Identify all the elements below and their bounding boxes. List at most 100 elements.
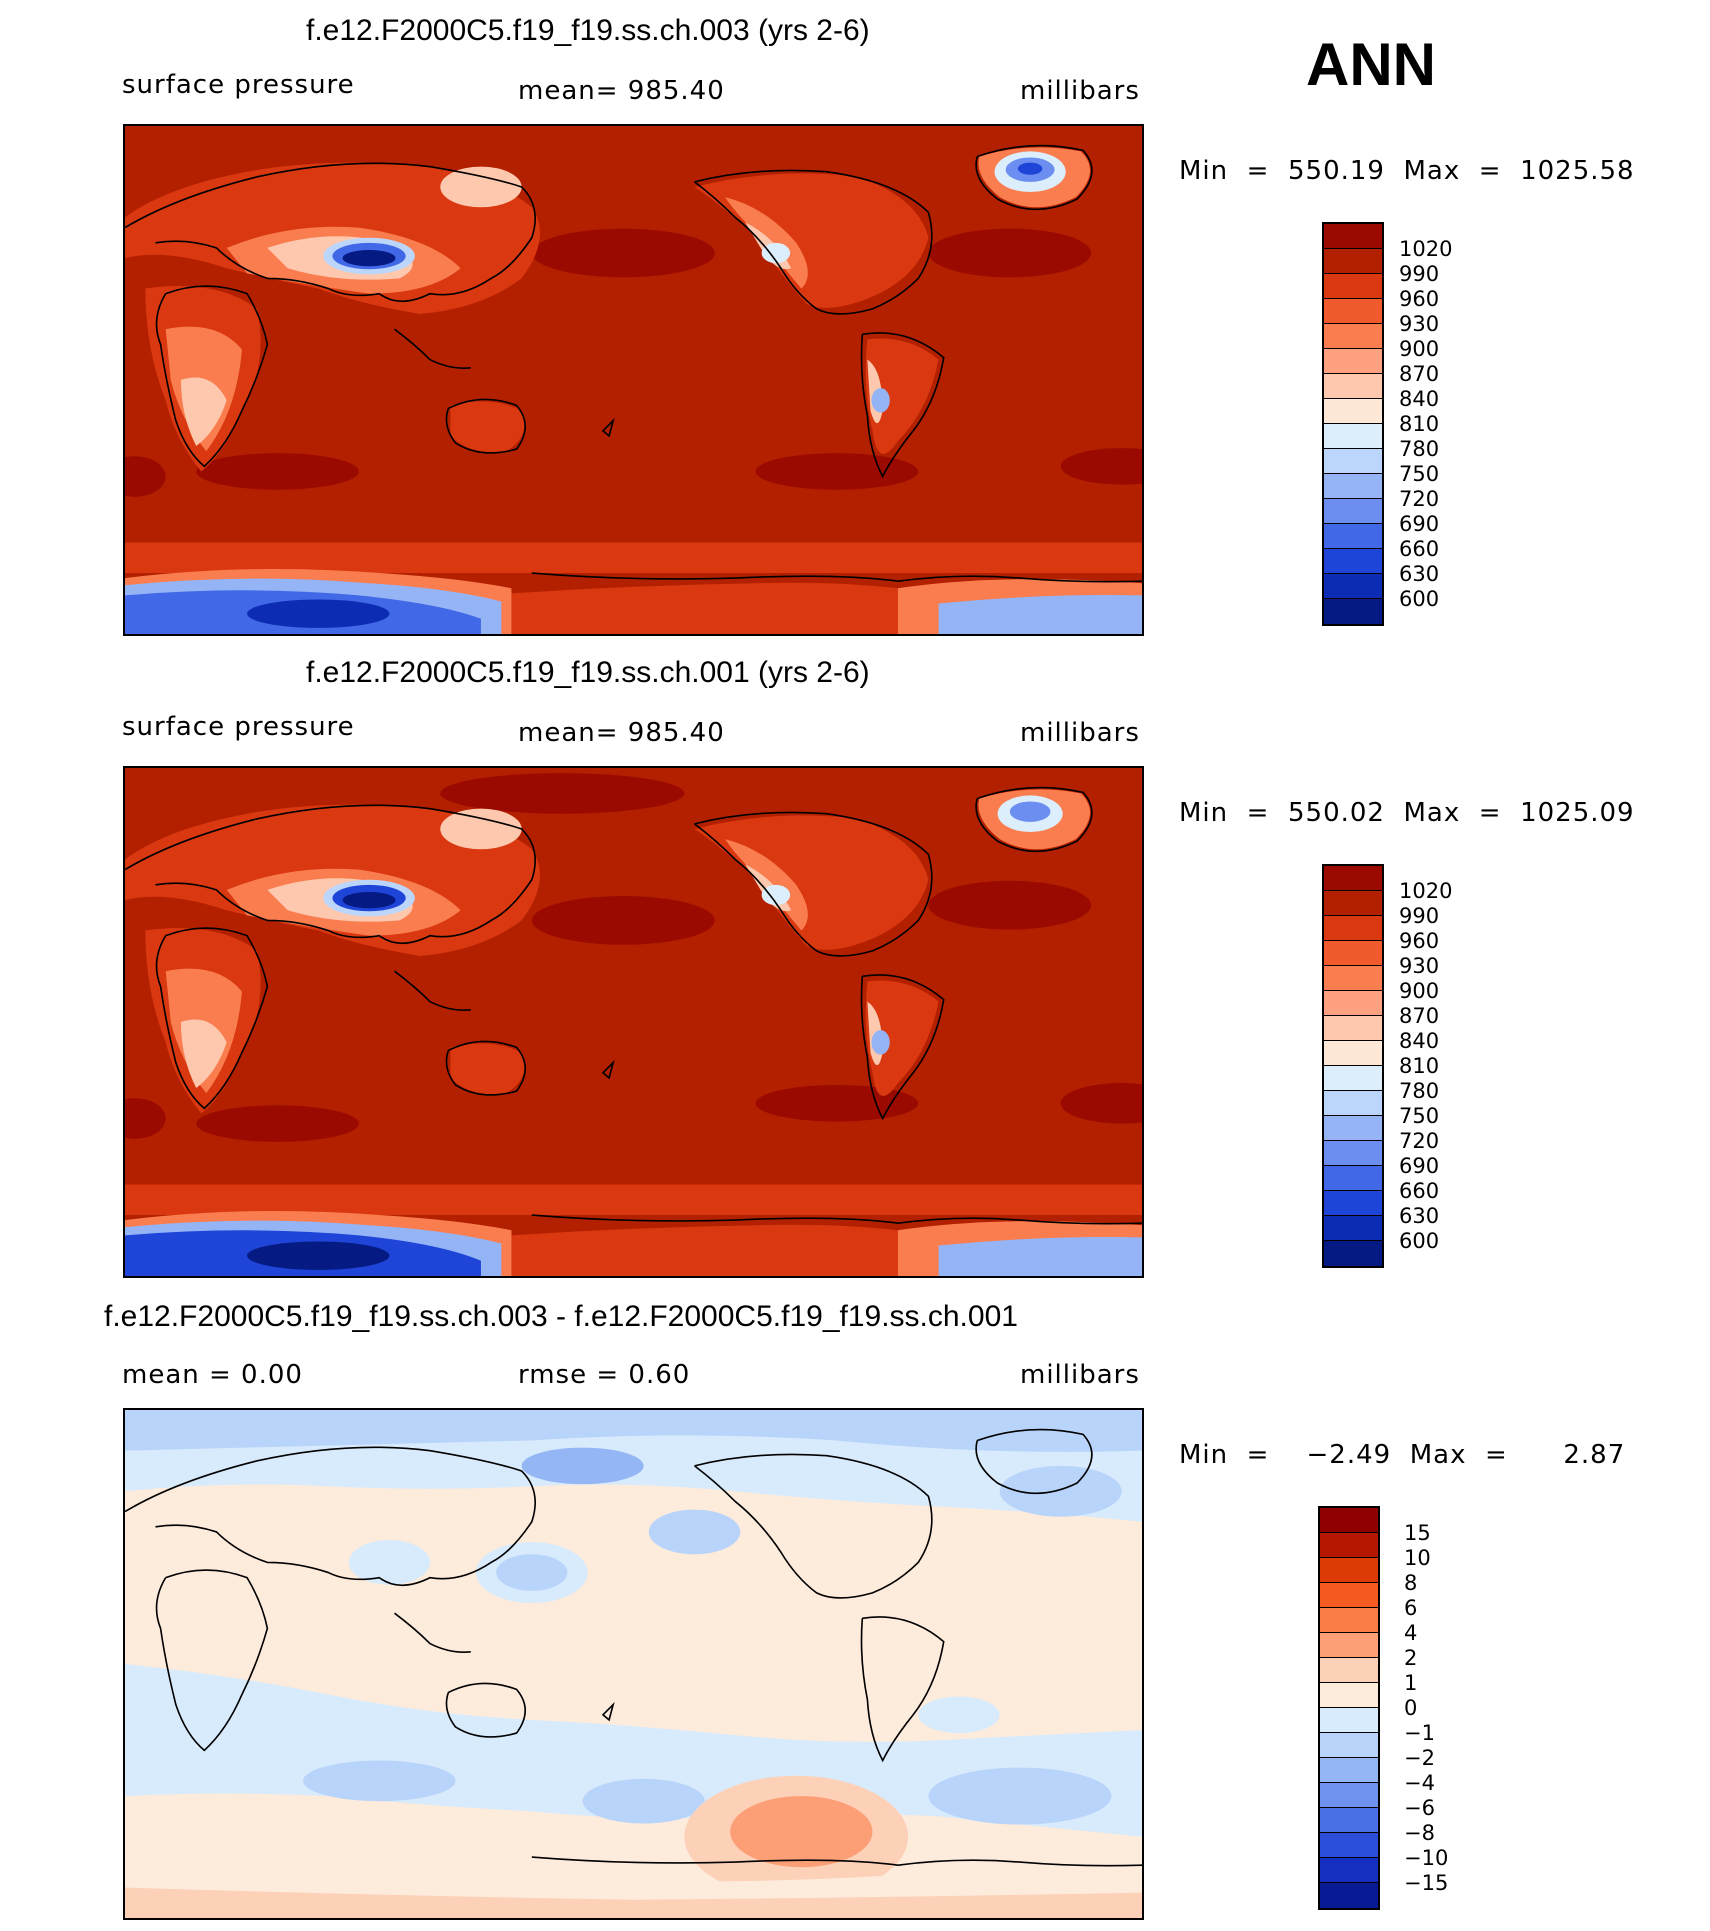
colorbar-swatch — [1320, 1808, 1378, 1833]
colorbar-swatch — [1324, 1141, 1382, 1166]
colorbar-tick-label: −2 — [1404, 1745, 1435, 1770]
colorbar-swatch — [1324, 941, 1382, 966]
high-north-pacific — [531, 228, 715, 278]
high-indian — [196, 453, 359, 490]
colorbar-swatch — [1320, 1858, 1378, 1883]
colorbar-tick-label: 1 — [1404, 1670, 1418, 1695]
panel-2-colorbar-labels: 1020 990 960 930 900 870 840 810 780 750 720 690 660… — [1399, 864, 1479, 1268]
high-south-atlantic — [1060, 448, 1142, 485]
colorbar-swatch — [1324, 374, 1382, 399]
colorbar-tick-label: −4 — [1404, 1770, 1435, 1795]
colorbar-swatch — [1324, 891, 1382, 916]
colorbar-swatch — [1324, 524, 1382, 549]
panel-1-title: f.e12.F2000C5.f19_f19.ss.ch.003 (yrs 2-6… — [306, 14, 870, 47]
coastlines — [125, 1428, 1142, 1867]
colorbar-tick-label: 6 — [1404, 1595, 1418, 1620]
panel-3-title: f.e12.F2000C5.f19_f19.ss.ch.003 - f.e12.… — [104, 1300, 1018, 1333]
colorbar-tick-label: 1020 — [1399, 878, 1453, 903]
colorbar-swatch — [1320, 1833, 1378, 1858]
colorbar-tick-label: 990 — [1399, 261, 1440, 286]
colorbar-swatch — [1324, 1041, 1382, 1066]
colorbar-tick-label: 750 — [1399, 1103, 1440, 1128]
colorbar-tick-label: 870 — [1399, 1003, 1440, 1028]
tibetan-plateau — [342, 249, 396, 267]
colorbar-swatch — [1324, 1066, 1382, 1091]
colorbar-swatch — [1324, 1091, 1382, 1116]
panel-1-colorbar-labels: 1020 990 960 930 900 870 840 810 780 750 720 690 660… — [1399, 222, 1479, 626]
panel-2-units-label: millibars — [1020, 718, 1140, 748]
colorbar-tick-label: 870 — [1399, 361, 1440, 386]
colorbar-swatch — [1320, 1683, 1378, 1708]
colorbar-tick-label: 0 — [1404, 1695, 1418, 1720]
colorbar-tick-label: 630 — [1399, 561, 1440, 586]
panel-3-mean-label: mean = 0.00 — [122, 1360, 303, 1390]
colorbar-tick-label: 690 — [1399, 1153, 1440, 1178]
high-south-atlantic-west — [125, 456, 166, 497]
colorbar-tick-label: 960 — [1399, 286, 1440, 311]
colorbar-swatch — [1324, 324, 1382, 349]
colorbar-tick-label: 720 — [1399, 1128, 1440, 1153]
colorbar-tick-label: 840 — [1399, 1028, 1440, 1053]
panel-2-min-max: Min = 550.02 Max = 1025.09 — [1179, 798, 1635, 828]
colorbar-swatch — [1320, 1508, 1378, 1533]
colorbar-tick-label: 630 — [1399, 1203, 1440, 1228]
colorbar-swatch — [1320, 1733, 1378, 1758]
colorbar-swatch — [1324, 349, 1382, 374]
panel-2-title: f.e12.F2000C5.f19_f19.ss.ch.001 (yrs 2-6… — [306, 656, 870, 689]
colorbar-swatch — [1324, 499, 1382, 524]
colorbar-swatch — [1324, 1216, 1382, 1241]
colorbar-swatch — [1324, 449, 1382, 474]
colorbar-tick-label: 600 — [1399, 1228, 1440, 1253]
panel-3-map — [123, 1408, 1144, 1920]
colorbar-tick-label: 840 — [1399, 386, 1440, 411]
colorbar-swatch — [1320, 1583, 1378, 1608]
colorbar-tick-label: 1020 — [1399, 236, 1453, 261]
panel-2-colorbar — [1322, 864, 1384, 1268]
panel-3-units-label: millibars — [1020, 1360, 1140, 1390]
colorbar-tick-label: 8 — [1404, 1570, 1418, 1595]
colorbar-swatch — [1324, 599, 1382, 624]
colorbar-tick-label: −6 — [1404, 1795, 1435, 1820]
season-label: ANN — [1306, 31, 1436, 98]
colorbar-swatch — [1320, 1883, 1378, 1908]
colorbar-tick-label: 930 — [1399, 311, 1440, 336]
panel-1-units-label: millibars — [1020, 76, 1140, 106]
panel-2-field-label: surface pressure — [122, 712, 355, 742]
colorbar-swatch — [1324, 916, 1382, 941]
colorbar-tick-label: 10 — [1404, 1545, 1431, 1570]
colorbar-tick-label: 660 — [1399, 536, 1440, 561]
colorbar-swatch — [1320, 1783, 1378, 1808]
southern-ocean-belt — [125, 542, 1142, 574]
colorbar-tick-label: 660 — [1399, 1178, 1440, 1203]
colorbar-swatch — [1324, 224, 1382, 249]
panel-3-colorbar-labels: 15 10 8 6 4 2 1 0 −1 −2 −4 −6 −8 −10 −15 — [1404, 1506, 1484, 1910]
panel-3-rmse-label: rmse = 0.60 — [518, 1360, 691, 1390]
colorbar-swatch — [1324, 1241, 1382, 1266]
colorbar-tick-label: 900 — [1399, 336, 1440, 361]
colorbar-tick-label: 810 — [1399, 1053, 1440, 1078]
high-north-atlantic — [928, 228, 1092, 278]
colorbar-swatch — [1324, 1191, 1382, 1216]
colorbar-swatch — [1320, 1758, 1378, 1783]
colorbar-tick-label: 990 — [1399, 903, 1440, 928]
colorbar-tick-label: 960 — [1399, 928, 1440, 953]
antarctic-plateau — [247, 599, 390, 628]
colorbar-swatch — [1324, 1166, 1382, 1191]
colorbar-swatch — [1324, 274, 1382, 299]
colorbar-swatch — [1320, 1533, 1378, 1558]
panel-1-min-max: Min = 550.19 Max = 1025.58 — [1179, 156, 1635, 186]
colorbar-tick-label: 900 — [1399, 978, 1440, 1003]
colorbar-tick-label: 810 — [1399, 411, 1440, 436]
colorbar-swatch — [1324, 399, 1382, 424]
colorbar-tick-label: −8 — [1404, 1820, 1435, 1845]
colorbar-swatch — [1324, 966, 1382, 991]
colorbar-swatch — [1324, 249, 1382, 274]
panel-1-colorbar — [1322, 222, 1384, 626]
high-south-pacific — [755, 453, 919, 490]
panel-1-mean-label: mean= 985.40 — [518, 76, 725, 106]
colorbar-swatch — [1324, 991, 1382, 1016]
panel-3-colorbar — [1318, 1506, 1380, 1910]
colorbar-swatch — [1320, 1658, 1378, 1683]
colorbar-tick-label: 600 — [1399, 586, 1440, 611]
colorbar-swatch — [1320, 1608, 1378, 1633]
